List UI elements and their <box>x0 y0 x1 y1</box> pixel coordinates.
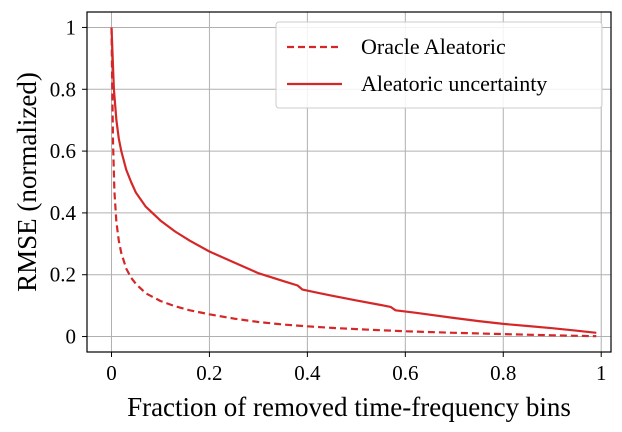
y-tick-label: 0.6 <box>50 139 76 163</box>
x-tick-label: 0 <box>106 361 117 385</box>
x-tick-label: 0.2 <box>196 361 222 385</box>
x-axis-label: Fraction of removed time-frequency bins <box>127 392 571 422</box>
axis-ticks: 0 0.2 0.4 0.6 0.8 1 0 0.2 0.4 0.6 0.8 1 <box>50 15 607 385</box>
x-tick-label: 0.4 <box>294 361 321 385</box>
y-tick-label: 0 <box>66 325 77 349</box>
y-tick-label: 0.8 <box>50 77 76 101</box>
plot-frame <box>86 11 612 353</box>
series-lines <box>110 27 597 338</box>
y-tick-label: 1 <box>66 15 77 39</box>
x-tick-label: 0.8 <box>490 361 516 385</box>
x-tick-label: 1 <box>596 361 607 385</box>
legend-label-aleatoric-uncertainty: Aleatoric uncertainty <box>361 71 547 96</box>
legend-box <box>275 21 603 109</box>
y-tick-label: 0.4 <box>50 201 77 225</box>
legend-label-oracle-aleatoric: Oracle Aleatoric <box>361 34 506 59</box>
series-line-1 <box>110 27 597 334</box>
y-axis-label: RMSE (normalized) <box>12 72 42 292</box>
series-line-0 <box>110 27 597 338</box>
x-tick-label: 0.6 <box>392 361 418 385</box>
legend: Oracle Aleatoric Aleatoric uncertainty <box>275 21 603 109</box>
y-tick-label: 0.2 <box>50 263 76 287</box>
